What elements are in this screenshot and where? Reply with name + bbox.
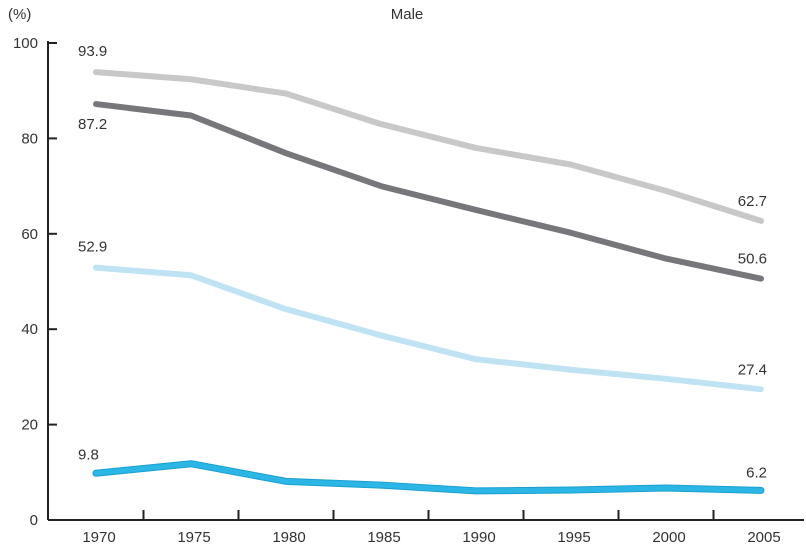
series-line xyxy=(93,461,764,494)
y-tick-label: 0 xyxy=(30,512,38,529)
data-label-first: 87.2 xyxy=(78,116,107,133)
x-tick-label: 2005 xyxy=(747,529,780,546)
x-tick-label: 1990 xyxy=(462,529,495,546)
x-tick-label: 1995 xyxy=(557,529,590,546)
data-label-last: 62.7 xyxy=(738,193,767,210)
y-tick-label: 20 xyxy=(21,417,38,434)
data-label-first: 52.9 xyxy=(78,239,107,256)
y-axis-unit: (%) xyxy=(8,6,31,23)
x-tick-label: 1975 xyxy=(177,529,210,546)
x-tick-label: 1970 xyxy=(82,529,115,546)
axes: 0 20 40 60 80 100 1970 1975 1980 1985 1990 1995 2000… xyxy=(13,35,804,546)
series-line xyxy=(93,264,764,393)
y-tick-label: 100 xyxy=(13,35,38,52)
x-tick-label: 1980 xyxy=(272,529,305,546)
series-layer xyxy=(92,69,765,495)
series-line xyxy=(93,101,764,282)
y-tick-label: 80 xyxy=(21,130,38,147)
data-labels: 93.9 62.7 87.2 50.6 52.9 27.4 9.8 6.2 xyxy=(78,43,767,481)
data-label-first: 93.9 xyxy=(78,43,107,60)
series-line xyxy=(93,69,764,224)
chart-title: Male xyxy=(391,6,424,23)
y-tick-label: 40 xyxy=(21,321,38,338)
x-tick-label: 2000 xyxy=(652,529,685,546)
data-label-last: 27.4 xyxy=(738,361,767,378)
data-label-first: 9.8 xyxy=(78,446,99,463)
data-label-last: 6.2 xyxy=(746,464,767,481)
y-tick-label: 60 xyxy=(21,226,38,243)
x-tick-label: 1985 xyxy=(367,529,400,546)
data-label-last: 50.6 xyxy=(738,251,767,268)
